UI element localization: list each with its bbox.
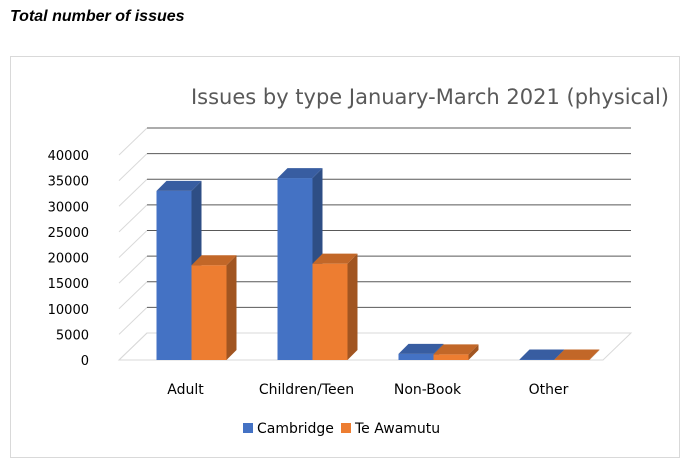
y-tick-label: 25000 xyxy=(48,226,89,241)
gridline-side xyxy=(118,153,148,181)
chart-bars xyxy=(156,168,600,360)
bar-top xyxy=(519,349,565,360)
y-tick-label: 30000 xyxy=(48,200,89,215)
legend-label: Te Awamutu xyxy=(354,421,440,437)
gridline-side xyxy=(118,204,148,233)
bar-top xyxy=(277,168,323,179)
bar-other-te-awamutu xyxy=(554,349,600,360)
y-tick-label: 35000 xyxy=(48,175,89,190)
x-category-label: Adult xyxy=(167,382,204,398)
bar-side xyxy=(589,349,600,360)
gridline-side xyxy=(118,127,148,156)
x-axis-categories: Adult Children/Teen Non-Book Other xyxy=(167,382,568,398)
bar-front xyxy=(433,354,469,360)
bar-front xyxy=(519,359,555,360)
bar-top xyxy=(433,344,479,355)
bar-front xyxy=(554,359,590,360)
x-category-label: Children/Teen xyxy=(259,382,354,398)
chart-title: Issues by type January-March 2021 (physi… xyxy=(191,85,669,109)
x-category-label: Other xyxy=(529,382,569,398)
gridline-side xyxy=(118,307,148,335)
chart-legend: Cambridge Te Awamutu xyxy=(243,421,440,437)
gridline-side xyxy=(118,178,148,207)
y-tick-label: 20000 xyxy=(48,252,89,267)
y-tick-label: 5000 xyxy=(56,328,89,343)
bar-non-book-te-awamutu xyxy=(433,344,479,360)
x-category-label: Non-Book xyxy=(394,382,462,398)
legend-swatch xyxy=(243,423,253,433)
bar-chart: Issues by type January-March 2021 (physi… xyxy=(48,85,669,437)
bar-top xyxy=(191,255,237,266)
bar-front xyxy=(156,190,192,360)
page-heading: Total number of issues xyxy=(10,8,185,25)
bar-top xyxy=(554,349,600,360)
bar-side xyxy=(468,344,479,360)
bar-front xyxy=(191,265,227,360)
bar-front xyxy=(277,178,313,360)
bar-top xyxy=(156,180,202,191)
gridline-side xyxy=(118,230,148,258)
bar-front xyxy=(398,353,434,360)
bar-top xyxy=(312,253,358,264)
y-axis-ticks: 0 5000 10000 15000 20000 25000 30000 35000 40000 xyxy=(48,149,89,369)
gridline-side xyxy=(118,255,148,284)
bar-side xyxy=(226,255,237,360)
y-tick-label: 0 xyxy=(81,354,89,369)
gridline-side xyxy=(118,281,148,310)
bar-side xyxy=(347,253,358,360)
legend-swatch xyxy=(341,423,351,433)
y-tick-label: 40000 xyxy=(48,149,89,164)
chart-frame: Issues by type January-March 2021 (physi… xyxy=(10,56,680,458)
bar-children-teen-te-awamutu xyxy=(312,253,358,360)
legend-label: Cambridge xyxy=(257,421,334,437)
y-tick-label: 15000 xyxy=(48,277,89,292)
bar-adult-te-awamutu xyxy=(191,255,237,360)
bar-top xyxy=(398,343,444,354)
y-tick-label: 10000 xyxy=(48,303,89,318)
bar-front xyxy=(312,263,348,360)
